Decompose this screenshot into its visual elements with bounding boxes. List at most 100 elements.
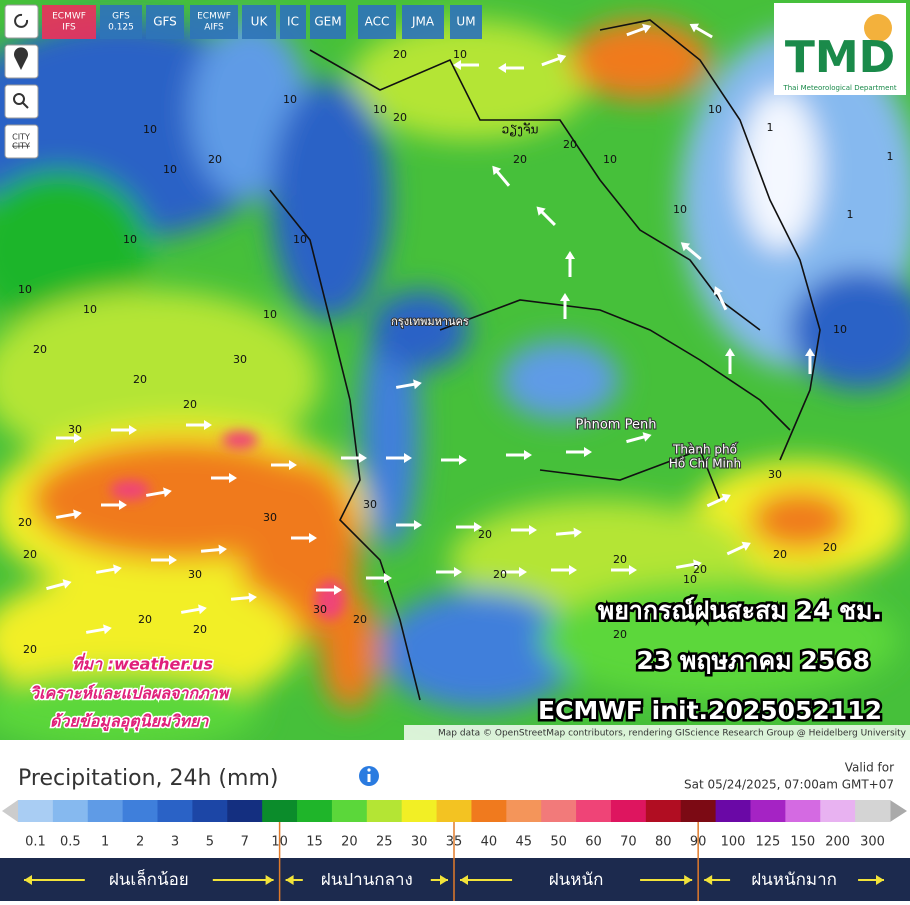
- wind-arrow: [341, 453, 367, 463]
- scale-label: 200: [825, 835, 850, 850]
- scale-label: 1: [101, 835, 109, 850]
- logo-sun: [864, 14, 892, 42]
- scale-label: 15: [306, 835, 323, 850]
- model-label: IC: [287, 15, 299, 29]
- wind-arrow: [675, 559, 702, 570]
- city-label: CITY: [12, 142, 30, 151]
- scale-cell: [680, 800, 717, 822]
- contour-label: 20: [393, 111, 407, 124]
- contour-label: 10: [83, 303, 97, 316]
- wind-arrow: [511, 525, 537, 535]
- wind-arrow: [291, 533, 317, 543]
- scale-cell: [157, 800, 193, 822]
- wind-arrow: [180, 604, 207, 615]
- wind-arrow: [725, 348, 735, 374]
- contour-labels: 20 10101020102020101010201111010102010203…: [18, 48, 894, 656]
- wind-arrow: [541, 53, 567, 67]
- scale-cell: [610, 800, 647, 822]
- category-label: ฝนหนัก: [549, 870, 604, 890]
- wind-arrow: [536, 206, 556, 226]
- contour-label: 10: [18, 283, 32, 296]
- scale-label: 45: [515, 835, 532, 850]
- model-button[interactable]: [402, 5, 444, 39]
- scale-arrow: [890, 800, 907, 822]
- wind-arrow: [611, 565, 637, 575]
- scale-cell: [645, 800, 682, 822]
- logo-subtitle: Thai Meteorological Department: [782, 84, 896, 92]
- wind-arrow: [386, 453, 412, 463]
- model-button[interactable]: [280, 5, 306, 39]
- wind-arrow: [211, 473, 237, 483]
- wind-arrow: [145, 487, 172, 498]
- city-label: CITY: [12, 133, 30, 142]
- attribution: Map data © OpenStreetMap contributors, r…: [438, 729, 907, 739]
- logo: TMD Thai Meteorological Department: [774, 3, 906, 95]
- scale-cell: [436, 800, 472, 822]
- wind-arrow: [111, 425, 137, 435]
- contour-label: 20: [478, 528, 492, 541]
- model-button[interactable]: [242, 5, 276, 39]
- wind-arrow: [565, 251, 575, 277]
- scale-cell: [18, 800, 54, 822]
- category-arrow: [704, 875, 713, 885]
- info-icon[interactable]: [359, 766, 379, 786]
- wind-arrow: [551, 565, 577, 575]
- wind-arrow: [85, 624, 112, 635]
- scale-label: 125: [756, 835, 781, 850]
- model-button[interactable]: [146, 5, 184, 39]
- wind-arrow: [101, 500, 127, 510]
- refresh-button[interactable]: [4, 4, 39, 39]
- contour-label: 20: [23, 548, 37, 561]
- model-button[interactable]: [42, 5, 96, 39]
- scale-cell: [506, 800, 542, 822]
- model-label: UM: [456, 15, 475, 29]
- wind-arrow: [186, 420, 212, 430]
- contour-label: 20: [23, 643, 37, 656]
- model-label: JMA: [411, 15, 435, 29]
- contour-label: 30: [768, 468, 782, 481]
- borders: [269, 19, 821, 701]
- wind-arrow: [498, 63, 524, 73]
- category-arrow: [876, 875, 884, 885]
- credit-line: วิเคราะห์และแปลผลจากภาพ: [30, 684, 231, 703]
- contour-label: 30: [363, 498, 377, 511]
- city-button[interactable]: [4, 124, 39, 159]
- wind-arrow: [230, 592, 257, 603]
- scale-cell: [122, 800, 159, 822]
- scale-label: 0.5: [60, 835, 81, 850]
- attribution-bg: [404, 725, 910, 740]
- model-button[interactable]: [310, 5, 346, 39]
- place-label: Phnom Penh: [576, 418, 657, 433]
- model-label: GFS: [112, 12, 130, 22]
- scale-cell: [297, 800, 333, 822]
- map: 20 10101020102020101010201111010102010203…: [0, 0, 910, 740]
- valid-label: Valid for: [845, 761, 894, 775]
- model-label: GFS: [153, 15, 177, 29]
- contour-label: 30: [263, 511, 277, 524]
- wind-arrow: [55, 509, 82, 520]
- scale-label: 7: [241, 835, 249, 850]
- category-arrow: [460, 875, 468, 885]
- contour-label: 30: [188, 568, 202, 581]
- scale-cell: [52, 800, 89, 822]
- scale-label: 300: [860, 835, 885, 850]
- contour-label: 10: [673, 203, 687, 216]
- contour-label: 30: [68, 423, 82, 436]
- model-button[interactable]: [100, 5, 142, 39]
- contour-label: 20: [613, 628, 627, 641]
- contour-label: 10: [163, 163, 177, 176]
- zoom-button[interactable]: [4, 84, 39, 119]
- contour-label: 10: [123, 233, 137, 246]
- wind-arrow: [805, 348, 815, 374]
- wind-arrow: [95, 564, 122, 575]
- contour-label: 20: [18, 516, 32, 529]
- model-button[interactable]: [450, 5, 482, 39]
- category-arrow: [24, 875, 32, 885]
- contour-label: 20: [193, 623, 207, 636]
- contour-label: 20: [823, 541, 837, 554]
- model-button[interactable]: [190, 5, 238, 39]
- model-button[interactable]: [358, 5, 396, 39]
- wind-arrow: [46, 579, 72, 591]
- category-arrow: [440, 875, 448, 885]
